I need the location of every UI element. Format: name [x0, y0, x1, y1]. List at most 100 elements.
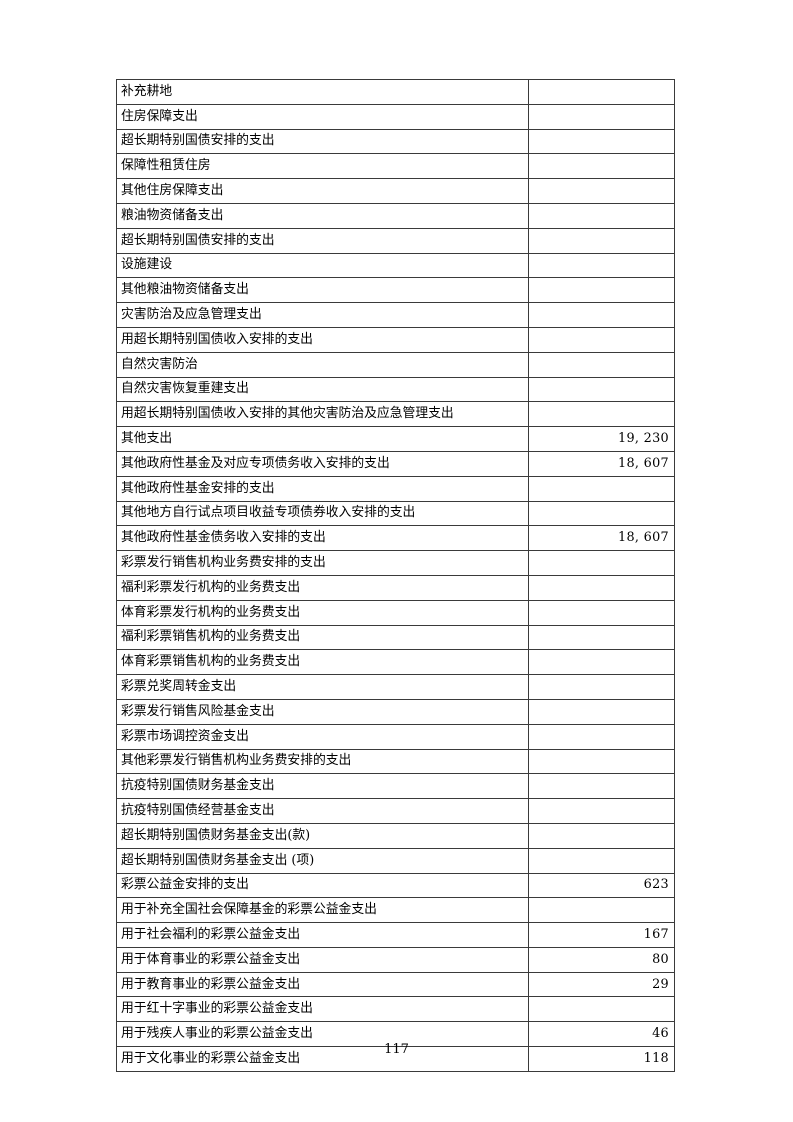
row-label: 超长期特别国债安排的支出	[116, 227, 529, 254]
table-row: 超长期特别国债财务基金支出 (项)	[116, 847, 675, 874]
table-row: 其他住房保障支出	[116, 178, 675, 204]
table-row: 用于教育事业的彩票公益金支出 29	[116, 971, 675, 998]
row-label: 用超长期特别国债收入安排的支出	[116, 326, 529, 353]
table-row: 彩票发行销售风险基金支出	[116, 698, 675, 725]
row-label: 其他政府性基金及对应专项债务收入安排的支出	[116, 450, 529, 477]
row-value	[528, 153, 675, 180]
table-row: 其他彩票发行销售机构业务费安排的支出	[116, 748, 675, 775]
row-label: 保障性租赁住房	[116, 153, 529, 180]
table-row: 用于体育事业的彩票公益金支出 80	[116, 946, 675, 973]
row-label: 用于红十字事业的彩票公益金支出	[116, 996, 529, 1023]
row-label: 抗疫特别国债经营基金支出	[116, 798, 529, 824]
row-label: 彩票公益金安排的支出	[116, 872, 529, 899]
row-label: 用于体育事业的彩票公益金支出	[116, 946, 529, 973]
row-label: 彩票市场调控资金支出	[116, 723, 529, 750]
table-row: 保障性租赁住房	[116, 153, 675, 180]
table-row: 用于补充全国社会保障基金的彩票公益金支出	[116, 897, 675, 924]
row-label: 自然灾害防治	[116, 351, 529, 378]
table-row: 超长期特别国债安排的支出	[116, 128, 675, 155]
row-value	[528, 277, 675, 304]
row-value	[528, 500, 675, 527]
table-row: 用超长期特别国债收入安排的支出	[116, 326, 675, 353]
row-label: 其他政府性基金安排的支出	[116, 475, 529, 502]
row-value	[528, 698, 675, 725]
row-label: 福利彩票发行机构的业务费支出	[116, 574, 529, 601]
table-row: 住房保障支出	[116, 103, 675, 130]
table-row: 其他支出 19, 230	[116, 426, 675, 452]
row-value: 29	[528, 971, 675, 998]
table-row: 用于文化事业的彩票公益金支出 118	[116, 1046, 675, 1072]
row-value	[528, 178, 675, 204]
row-value: 18, 607	[528, 450, 675, 477]
row-label: 其他粮油物资储备支出	[116, 277, 529, 304]
table-row: 其他政府性基金安排的支出	[116, 475, 675, 502]
table-row: 补充耕地	[116, 79, 675, 105]
row-value	[528, 798, 675, 824]
row-value	[528, 376, 675, 403]
row-value	[528, 252, 675, 279]
row-value	[528, 79, 675, 105]
row-value: 118	[528, 1046, 675, 1072]
row-value	[528, 773, 675, 800]
table-row: 用于红十字事业的彩票公益金支出	[116, 996, 675, 1023]
row-label: 抗疫特别国债财务基金支出	[116, 773, 529, 800]
row-label: 超长期特别国债财务基金支出 (项)	[116, 847, 529, 874]
row-label: 补充耕地	[116, 79, 529, 105]
budget-expenditure-table: 补充耕地 住房保障支出 超长期特别国债安排的支出 保障性租赁住房 其他住房保障支出 粮油物…	[116, 79, 675, 1072]
row-label: 自然灾害恢复重建支出	[116, 376, 529, 403]
row-label: 用于残疾人事业的彩票公益金支出	[116, 1021, 529, 1048]
row-value	[528, 624, 675, 651]
row-label: 彩票发行销售风险基金支出	[116, 698, 529, 725]
table-row: 其他地方自行试点项目收益专项债券收入安排的支出	[116, 500, 675, 527]
row-value	[528, 401, 675, 428]
table-row: 彩票兑奖周转金支出	[116, 674, 675, 700]
page-number: 117	[384, 1042, 409, 1057]
table-row: 用于社会福利的彩票公益金支出 167	[116, 922, 675, 948]
row-label: 彩票兑奖周转金支出	[116, 674, 529, 700]
row-value	[528, 227, 675, 254]
row-value	[528, 103, 675, 130]
row-value	[528, 550, 675, 576]
row-label: 其他政府性基金债务收入安排的支出	[116, 525, 529, 552]
row-value	[528, 996, 675, 1023]
row-value	[528, 822, 675, 849]
table-row: 体育彩票发行机构的业务费支出	[116, 599, 675, 626]
row-label: 用于社会福利的彩票公益金支出	[116, 922, 529, 948]
table-row: 彩票发行销售机构业务费安排的支出	[116, 550, 675, 576]
row-value: 18, 607	[528, 525, 675, 552]
row-value	[528, 475, 675, 502]
table-row: 福利彩票销售机构的业务费支出	[116, 624, 675, 651]
table-row: 抗疫特别国债财务基金支出	[116, 773, 675, 800]
table-row: 其他政府性基金及对应专项债务收入安排的支出 18, 607	[116, 450, 675, 477]
table-row: 粮油物资储备支出	[116, 202, 675, 229]
row-label: 用于补充全国社会保障基金的彩票公益金支出	[116, 897, 529, 924]
table-row: 用于残疾人事业的彩票公益金支出 46	[116, 1021, 675, 1048]
row-label: 超长期特别国债安排的支出	[116, 128, 529, 155]
row-label: 用超长期特别国债收入安排的其他灾害防治及应急管理支出	[116, 401, 529, 428]
row-value: 19, 230	[528, 426, 675, 452]
table-row: 福利彩票发行机构的业务费支出	[116, 574, 675, 601]
row-value	[528, 748, 675, 775]
row-label: 设施建设	[116, 252, 529, 279]
row-value	[528, 674, 675, 700]
row-value	[528, 897, 675, 924]
row-value	[528, 649, 675, 676]
table-row: 体育彩票销售机构的业务费支出	[116, 649, 675, 676]
table-row: 用超长期特别国债收入安排的其他灾害防治及应急管理支出	[116, 401, 675, 428]
row-label: 粮油物资储备支出	[116, 202, 529, 229]
row-label: 体育彩票销售机构的业务费支出	[116, 649, 529, 676]
table-row: 其他政府性基金债务收入安排的支出 18, 607	[116, 525, 675, 552]
row-value	[528, 326, 675, 353]
row-value	[528, 128, 675, 155]
row-label: 其他彩票发行销售机构业务费安排的支出	[116, 748, 529, 775]
row-value	[528, 574, 675, 601]
table-row: 超长期特别国债安排的支出	[116, 227, 675, 254]
row-label: 住房保障支出	[116, 103, 529, 130]
table-row: 其他粮油物资储备支出	[116, 277, 675, 304]
row-label: 其他支出	[116, 426, 529, 452]
table-row: 彩票公益金安排的支出 623	[116, 872, 675, 899]
row-label: 其他地方自行试点项目收益专项债券收入安排的支出	[116, 500, 529, 527]
row-label: 超长期特别国债财务基金支出(款)	[116, 822, 529, 849]
row-label: 其他住房保障支出	[116, 178, 529, 204]
